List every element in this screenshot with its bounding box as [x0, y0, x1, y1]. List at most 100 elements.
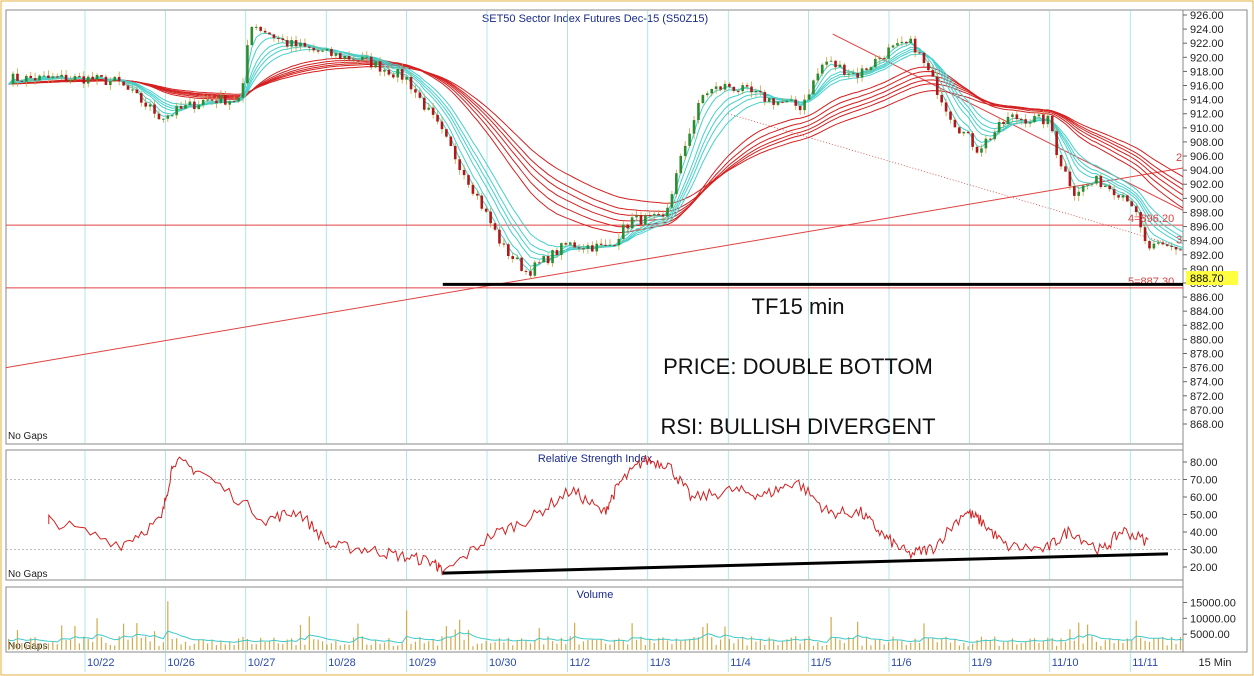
candle-up: [427, 107, 431, 110]
date-label: 11/5: [811, 657, 832, 669]
candle-down: [772, 98, 775, 105]
candle-down: [520, 257, 523, 271]
candle-down: [763, 92, 767, 102]
candle-up: [95, 75, 99, 80]
date-label: 10/22: [87, 657, 115, 669]
date-label: 11/4: [730, 657, 751, 669]
candle-down: [843, 64, 846, 75]
candle-down: [440, 121, 444, 130]
candle-down: [418, 92, 422, 98]
candle-up: [162, 118, 165, 120]
candle-down: [232, 101, 236, 103]
candle-down: [1165, 244, 1169, 246]
candle-down: [431, 107, 435, 115]
candle-up: [617, 238, 621, 245]
candle-down: [378, 61, 382, 72]
candle-down: [467, 175, 470, 185]
rsi-tick-label: 50.00: [1190, 510, 1218, 522]
candle-down: [922, 52, 926, 64]
candle-down: [591, 245, 594, 252]
volume-average-line: [8, 630, 1183, 644]
candle-down: [989, 138, 992, 140]
slow-ema-line: [8, 59, 1183, 228]
slow-ema-line: [8, 65, 1183, 204]
candle-up: [206, 99, 209, 101]
candle-up: [1028, 122, 1032, 124]
candle-down: [573, 242, 576, 248]
candle-up: [816, 73, 820, 81]
candle-up: [838, 64, 842, 68]
candle-down: [458, 159, 461, 171]
candle-up: [962, 131, 966, 134]
level-marker-label: 3: [1176, 234, 1182, 246]
candle-down: [356, 60, 360, 62]
candle-up: [254, 26, 258, 28]
candle-down: [400, 68, 404, 80]
candle-up: [984, 138, 988, 149]
rsi-tick-label: 70.00: [1190, 475, 1218, 487]
candle-up: [980, 148, 983, 153]
candle-down: [604, 244, 607, 246]
candle-up: [38, 75, 41, 81]
candle-up: [714, 86, 718, 89]
candle-down: [20, 80, 24, 82]
candle-down: [330, 48, 333, 56]
price-chart-title: SET50 Sector Index Futures Dec-15 (S50Z1…: [482, 13, 708, 25]
candle-up: [679, 155, 683, 174]
candle-down: [277, 38, 280, 40]
candle-down: [392, 74, 395, 78]
candle-down: [1174, 246, 1178, 250]
price-tick-label: 900.00: [1190, 193, 1224, 205]
slow-ema-ribbon: [8, 57, 1183, 234]
candle-up: [1090, 183, 1094, 185]
candle-up: [807, 94, 811, 100]
candle-up: [909, 38, 913, 44]
candle-up: [113, 76, 117, 82]
candle-down: [303, 42, 307, 47]
candle-down: [55, 76, 59, 78]
candle-up: [241, 83, 245, 98]
price-tick-label: 884.00: [1190, 306, 1224, 318]
candle-down: [104, 76, 108, 86]
candle-up: [86, 76, 90, 84]
candle-up: [542, 256, 545, 263]
candle-up: [803, 99, 806, 111]
candle-up: [1095, 175, 1098, 184]
candle-down: [949, 111, 952, 120]
candle-down: [507, 244, 510, 257]
date-label: 11/6: [891, 657, 912, 669]
candle-down: [1117, 195, 1120, 198]
interval-label: 15 Min: [1198, 657, 1231, 669]
candle-down: [449, 136, 453, 147]
candle-down: [1130, 201, 1134, 207]
candle-down: [135, 89, 139, 94]
candle-down: [1002, 121, 1005, 125]
candle-up: [825, 61, 828, 65]
candle-down: [462, 170, 466, 176]
candle-down: [865, 68, 868, 70]
candle-up: [874, 58, 877, 68]
volume-no-gaps-label: No Gaps: [8, 641, 47, 652]
candle-down: [564, 243, 568, 245]
candle-down: [100, 75, 103, 77]
candle-down: [480, 195, 484, 209]
candle-down: [732, 86, 736, 91]
candle-up: [184, 105, 187, 109]
candle-up: [361, 56, 364, 61]
candle-down: [577, 247, 581, 249]
price-tick-label: 870.00: [1190, 405, 1224, 417]
price-no-gaps-label: No Gaps: [8, 431, 47, 442]
candle-up: [812, 80, 815, 95]
candle-up: [175, 106, 178, 116]
candle-up: [197, 104, 201, 110]
candle-down: [599, 243, 603, 245]
candle-down: [126, 85, 130, 90]
candle-down: [409, 76, 413, 90]
slow-ema-line: [8, 57, 1183, 234]
candle-down: [139, 93, 143, 103]
price-tick-label: 926.00: [1190, 10, 1224, 22]
candle-down: [498, 229, 501, 244]
candle-down: [223, 95, 227, 105]
candle-up: [705, 93, 709, 96]
candle-down: [263, 30, 267, 33]
